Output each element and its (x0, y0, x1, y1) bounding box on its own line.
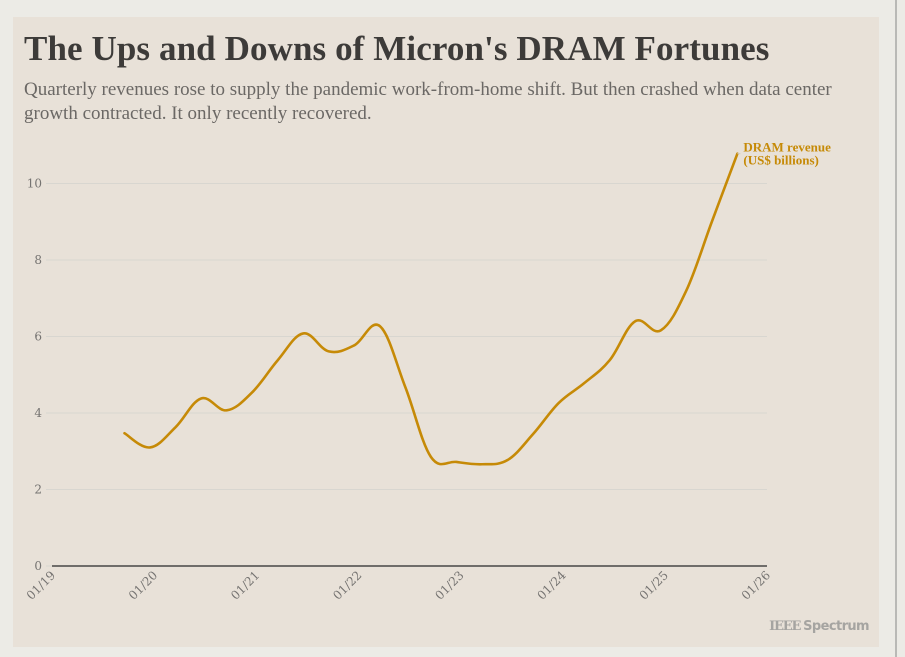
x-tick-label: 01/22 (330, 568, 364, 602)
x-tick-label: 01/20 (126, 568, 160, 602)
y-tick-label: 10 (27, 177, 42, 191)
data-point (404, 386, 407, 389)
series-line-dram-revenue (123, 152, 739, 466)
data-point (276, 359, 279, 362)
series-label-line: DRAM revenue (743, 140, 831, 155)
y-tick-label: 6 (34, 330, 42, 344)
series-label-line: (US$ billions) (743, 153, 819, 168)
data-point (608, 359, 611, 362)
x-tick-label: 01/24 (534, 568, 569, 603)
brand-logo: IEEE Spectrum (769, 619, 869, 634)
data-point (328, 350, 331, 353)
brand-prefix: IEEE (769, 619, 801, 634)
data-point (302, 332, 305, 335)
data-point (685, 289, 688, 292)
x-axis-ticks: 01/19 01/20 01/21 01/22 01/23 01/24 01/25 01/26 (24, 568, 773, 603)
y-tick-label: 8 (34, 253, 42, 267)
chart-subtitle: Quarterly revenues rose to supply the pa… (24, 79, 832, 124)
data-point (659, 329, 662, 332)
data-point (123, 432, 126, 435)
data-point (149, 446, 152, 449)
y-tick-label: 4 (34, 406, 42, 420)
data-point (174, 426, 177, 429)
x-tick-label: 01/19 (24, 568, 58, 602)
brand-name: Spectrum (803, 619, 869, 634)
x-tick-label: 01/25 (637, 568, 671, 602)
data-point (430, 456, 433, 459)
y-axis-ticks: 0 2 4 6 8 10 (27, 177, 43, 574)
data-point (532, 433, 535, 436)
series-label: DRAM revenue(US$ billions) (737, 140, 831, 168)
data-point (557, 402, 560, 405)
data-point (379, 325, 382, 328)
x-tick-label: 01/26 (739, 568, 773, 602)
data-point (583, 382, 586, 385)
data-point (634, 320, 637, 323)
data-point (506, 459, 509, 462)
y-tick-label: 0 (34, 559, 42, 573)
series-layer (123, 152, 739, 466)
data-point (353, 344, 356, 347)
window-edge (895, 0, 897, 657)
x-tick-label: 01/21 (228, 568, 262, 602)
y-tick-label: 2 (34, 483, 42, 497)
data-point (481, 463, 484, 466)
data-point (711, 220, 714, 223)
chart-card: The Ups and Downs of Micron's DRAM Fortu… (13, 17, 879, 647)
x-tick-label: 01/23 (432, 568, 466, 602)
data-point (200, 397, 203, 400)
data-point (225, 409, 228, 412)
chart-title: The Ups and Downs of Micron's DRAM Fortu… (24, 29, 770, 68)
data-point (455, 461, 458, 464)
data-point (251, 391, 254, 394)
gridlines (46, 183, 767, 567)
